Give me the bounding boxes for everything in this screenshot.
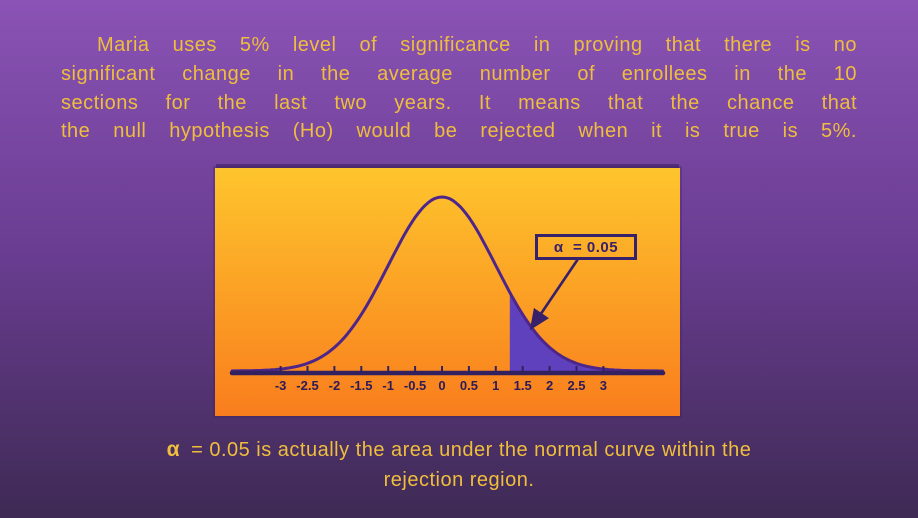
rejection-region-shade: [509, 292, 658, 373]
x-axis-tick-label: -1: [382, 378, 394, 393]
paragraph-line: Maria uses 5% level of significance in p…: [97, 34, 857, 56]
x-axis-tick-label: -1.5: [350, 378, 372, 393]
normal-curve-svg: -3 -2.5 -2 -1.5 -1 -0.5 0 0.5 1 1.5 2 2.5 3: [229, 195, 666, 393]
caption-line-1-text: = 0.05 is actually the area under the no…: [191, 439, 752, 461]
x-axis-tick-label: 1.5: [514, 378, 532, 393]
x-axis-tick-label: -2.5: [296, 378, 318, 393]
x-axis-tick-label: 3: [600, 378, 607, 393]
x-axis-tick-label: -0.5: [404, 378, 426, 393]
alpha-symbol: α: [166, 438, 181, 461]
caption: α = 0.05 is actually the area under the n…: [0, 435, 918, 495]
x-axis-tick-label: 0: [438, 378, 445, 393]
normal-curve-figure: -3 -2.5 -2 -1.5 -1 -0.5 0 0.5 1 1.5 2 2.5 3 α = 0.05: [215, 168, 680, 416]
x-axis-tick-label: -3: [275, 378, 287, 393]
paragraph-line: sections for the last two years. It mean…: [61, 91, 857, 114]
x-axis-tick-label: 1: [492, 378, 499, 393]
annotation-arrow: [529, 258, 580, 331]
intro-paragraph: Maria uses 5% level of significance in p…: [61, 31, 857, 146]
caption-line-2: rejection region.: [383, 468, 535, 491]
x-axis-tick-label: 2.5: [567, 378, 585, 393]
x-axis-ticks: [279, 366, 605, 372]
x-axis-tick-label: 2: [546, 378, 553, 393]
caption-line-1: α = 0.05 is actually the area under the n…: [0, 435, 918, 466]
x-axis-tick-label: -2: [329, 378, 341, 393]
paragraph-line: significant change in the average number…: [61, 62, 857, 85]
paragraph-line: the null hypothesis (Ho) would be reject…: [61, 120, 857, 143]
normal-curve: [230, 195, 665, 373]
x-axis-labels: -3 -2.5 -2 -1.5 -1 -0.5 0 0.5 1 1.5 2 2.5 3: [275, 378, 607, 393]
x-axis-tick-label: 0.5: [460, 378, 478, 393]
alpha-annotation-box: α = 0.05: [535, 234, 637, 260]
